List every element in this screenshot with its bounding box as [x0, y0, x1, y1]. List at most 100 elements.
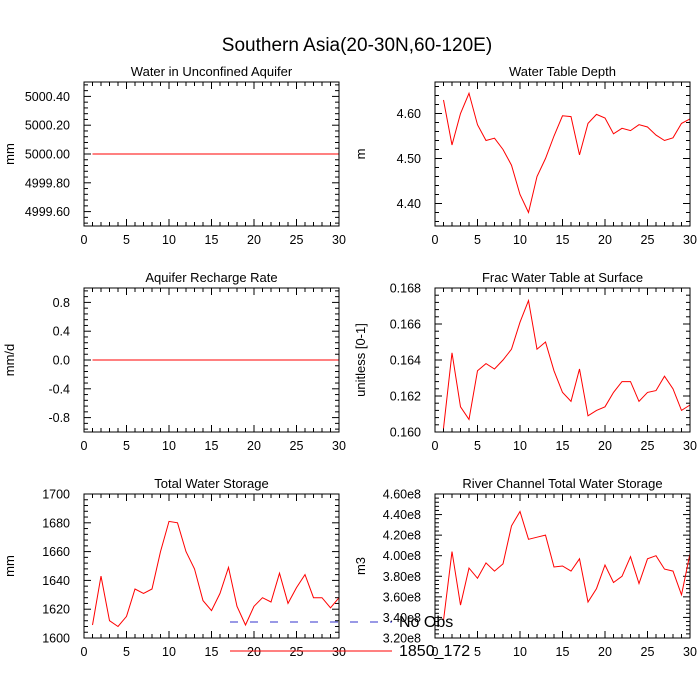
x-tick-label: 20 — [598, 645, 612, 659]
y-tick-label: 0.164 — [390, 354, 421, 368]
legend-label-1: No Obs — [399, 614, 453, 631]
y-tick-label: 0.168 — [390, 282, 421, 296]
panel-5: Total Water Storage mm 0 5 10 15 20 25 30 1600 162… — [2, 476, 346, 659]
y-tick-label: 4.60e8 — [383, 488, 421, 502]
panel-title: Water Table Depth — [509, 64, 616, 79]
panel-title: Total Water Storage — [154, 476, 268, 491]
x-tick-label: 5 — [123, 439, 130, 453]
y-axis-label: unitless [0-1] — [353, 323, 368, 397]
y-tick-label: 0.162 — [390, 390, 421, 404]
y-axis-label: m — [353, 149, 368, 160]
series-line-1850_172 — [443, 510, 691, 621]
panel-title: Water in Unconfined Aquifer — [131, 64, 293, 79]
panel-1: Water in Unconfined Aquifer mm 0 5 10 15 20 25 3… — [2, 64, 346, 247]
x-tick-label: 15 — [556, 233, 570, 247]
y-tick-label: 0.8 — [53, 296, 70, 310]
x-tick-label: 5 — [474, 439, 481, 453]
y-tick-label: 4.60 — [397, 107, 421, 121]
y-tick-label: -0.4 — [48, 382, 70, 396]
legend: No Obs 1850_172 — [230, 614, 470, 660]
panel-4: Frac Water Table at Surface unitless [0-1… — [353, 270, 697, 453]
x-tick-label: 0 — [432, 645, 439, 659]
x-tick-label: 0 — [81, 645, 88, 659]
plot-frame — [434, 81, 691, 227]
y-tick-label: 0.160 — [390, 426, 421, 440]
x-tick-label: 30 — [683, 439, 697, 453]
x-tick-label: 10 — [162, 439, 176, 453]
x-tick-label: 10 — [513, 439, 527, 453]
y-tick-label: 4.20e8 — [383, 529, 421, 543]
x-tick-label: 25 — [641, 439, 655, 453]
x-tick-label: 5 — [123, 645, 130, 659]
x-tick-label: 15 — [556, 645, 570, 659]
y-tick-label: 0.0 — [53, 354, 70, 368]
x-tick-label: 10 — [162, 233, 176, 247]
x-tick-label: 15 — [205, 645, 219, 659]
plot-frame — [83, 81, 340, 227]
x-tick-label: 15 — [205, 439, 219, 453]
y-tick-label: 3.40e8 — [383, 611, 421, 625]
x-tick-label: 15 — [205, 233, 219, 247]
x-tick-label: 30 — [683, 645, 697, 659]
x-tick-label: 0 — [432, 233, 439, 247]
x-tick-label: 25 — [290, 233, 304, 247]
y-tick-label: 4999.80 — [25, 176, 70, 190]
x-tick-label: 30 — [332, 233, 346, 247]
y-tick-label: 4.40 — [397, 197, 421, 211]
x-tick-label: 10 — [513, 645, 527, 659]
y-axis-label: mm — [2, 143, 17, 165]
x-tick-label: 0 — [432, 439, 439, 453]
x-tick-label: 5 — [474, 645, 481, 659]
x-tick-label: 25 — [641, 233, 655, 247]
panel-3: Aquifer Recharge Rate mm/d 0 5 10 15 20 25 30 -0.… — [2, 270, 346, 453]
x-tick-label: 0 — [81, 439, 88, 453]
y-tick-label: 5000.40 — [25, 90, 70, 104]
panel-title: River Channel Total Water Storage — [462, 476, 662, 491]
y-tick-label: 1600 — [42, 632, 70, 646]
series-line-1850_172 — [92, 520, 340, 628]
plot-frame — [434, 287, 691, 433]
y-axis-label: m3 — [353, 557, 368, 575]
y-tick-label: 1660 — [42, 545, 70, 559]
panel-6: River Channel Total Water Storage m3 0 5 10 1… — [353, 476, 697, 659]
y-tick-label: 4.00e8 — [383, 549, 421, 563]
y-tick-label: 4.40e8 — [383, 508, 421, 522]
series-line-1850_172 — [443, 91, 691, 215]
y-tick-label: 0.166 — [390, 318, 421, 332]
y-tick-label: 4.50 — [397, 152, 421, 166]
y-tick-label: 0.4 — [53, 325, 70, 339]
y-tick-label: 3.80e8 — [383, 570, 421, 584]
x-tick-label: 20 — [247, 233, 261, 247]
y-tick-label: 1620 — [42, 603, 70, 617]
y-tick-label: 5000.20 — [25, 119, 70, 133]
plot-frame — [83, 493, 340, 639]
y-tick-label: 5000.00 — [25, 148, 70, 162]
x-tick-label: 5 — [123, 233, 130, 247]
y-tick-label: 1640 — [42, 574, 70, 588]
x-tick-label: 25 — [290, 439, 304, 453]
x-tick-label: 20 — [247, 645, 261, 659]
legend-label-2: 1850_172 — [399, 643, 470, 660]
panel-2: Water Table Depth m 0 5 10 15 20 25 30 4.40 4.50 4.… — [353, 64, 697, 247]
y-tick-label: 1700 — [42, 488, 70, 502]
x-tick-label: 10 — [162, 645, 176, 659]
x-tick-label: 20 — [247, 439, 261, 453]
x-tick-label: 30 — [683, 233, 697, 247]
figure-title: Southern Asia(20-30N,60-120E) — [222, 35, 492, 56]
panels: Water in Unconfined Aquifer mm 0 5 10 15 20 25 3… — [2, 64, 697, 659]
x-tick-label: 10 — [513, 233, 527, 247]
x-tick-label: 25 — [641, 645, 655, 659]
x-tick-label: 20 — [598, 233, 612, 247]
y-axis-label: mm/d — [2, 344, 17, 377]
y-tick-label: -0.8 — [48, 411, 70, 425]
x-tick-label: 0 — [81, 233, 88, 247]
y-tick-label: 1680 — [42, 516, 70, 530]
y-tick-label: 3.20e8 — [383, 632, 421, 646]
series-line-1850_172 — [443, 298, 691, 429]
plot-frame — [434, 493, 691, 639]
y-axis-label: mm — [2, 555, 17, 577]
panel-title: Aquifer Recharge Rate — [145, 270, 277, 285]
x-tick-label: 30 — [332, 439, 346, 453]
panel-title: Frac Water Table at Surface — [482, 270, 643, 285]
